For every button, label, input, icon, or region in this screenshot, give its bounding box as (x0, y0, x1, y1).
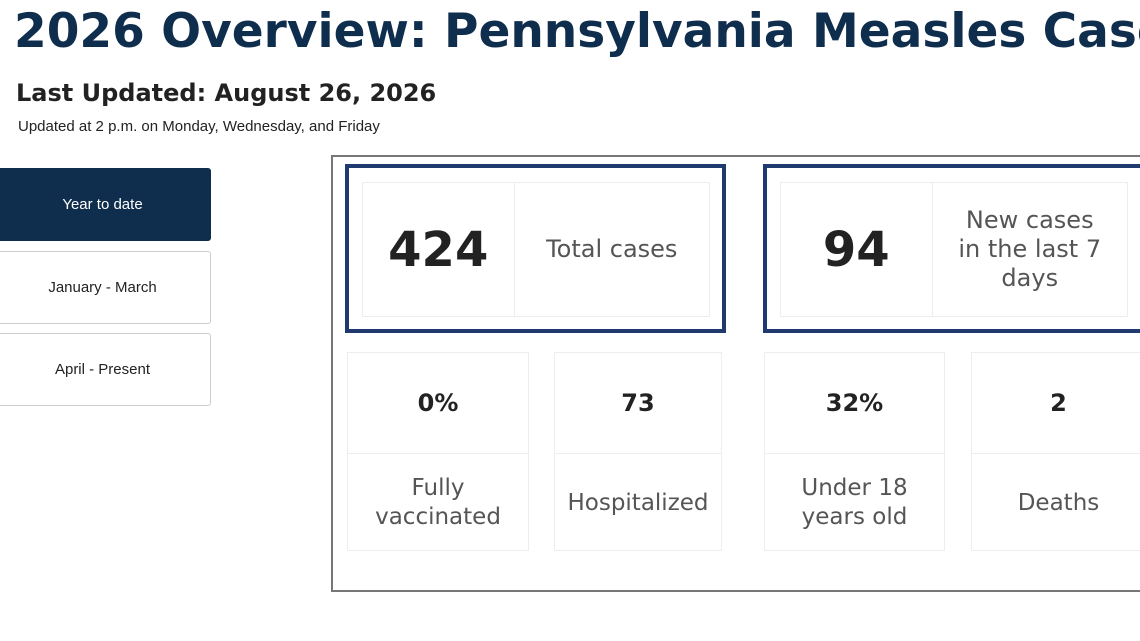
stat-label: New cases in the last 7 days (958, 206, 1102, 292)
tab[interactable]: January - March (0, 251, 211, 324)
stat-card: 32% Under 18 years old (764, 352, 945, 551)
tab[interactable]: Year to date (0, 168, 211, 241)
stat-label: Under 18 years old (801, 475, 908, 530)
highlight-box (763, 164, 1140, 333)
last-updated-label: Last Updated: (16, 79, 207, 107)
highlight-box (345, 164, 726, 333)
stat-card: 0% Fully vaccinated (347, 352, 529, 551)
last-updated-date: August 26, 2026 (214, 79, 437, 107)
page-title: 2026 Overview: Pennsylvania Measles Case… (14, 4, 1140, 59)
highlight-card: 94 New cases in the last 7 days (780, 182, 1128, 317)
stat-card: 2 Deaths (971, 352, 1140, 551)
stat-label: Deaths (1017, 489, 1100, 516)
last-updated: Last Updated: August 26, 2026 (16, 79, 436, 107)
stats-panel (331, 155, 1140, 592)
update-note: Updated at 2 p.m. on Monday, Wednesday, … (18, 118, 380, 135)
stat-value: 2 (972, 353, 1140, 454)
stat-value: 0% (348, 353, 528, 454)
stat-value: 94 (781, 183, 933, 316)
stat-value: 424 (363, 183, 515, 316)
stat-value: 32% (765, 353, 944, 454)
stat-label: Hospitalized (567, 489, 709, 516)
stat-label: Fully vaccinated (375, 475, 501, 530)
stat-value: 73 (555, 353, 721, 454)
stat-label: Total cases (546, 235, 678, 264)
stat-card: 73 Hospitalized (554, 352, 722, 551)
highlight-card: 424 Total cases (362, 182, 710, 317)
tab[interactable]: April - Present (0, 333, 211, 406)
